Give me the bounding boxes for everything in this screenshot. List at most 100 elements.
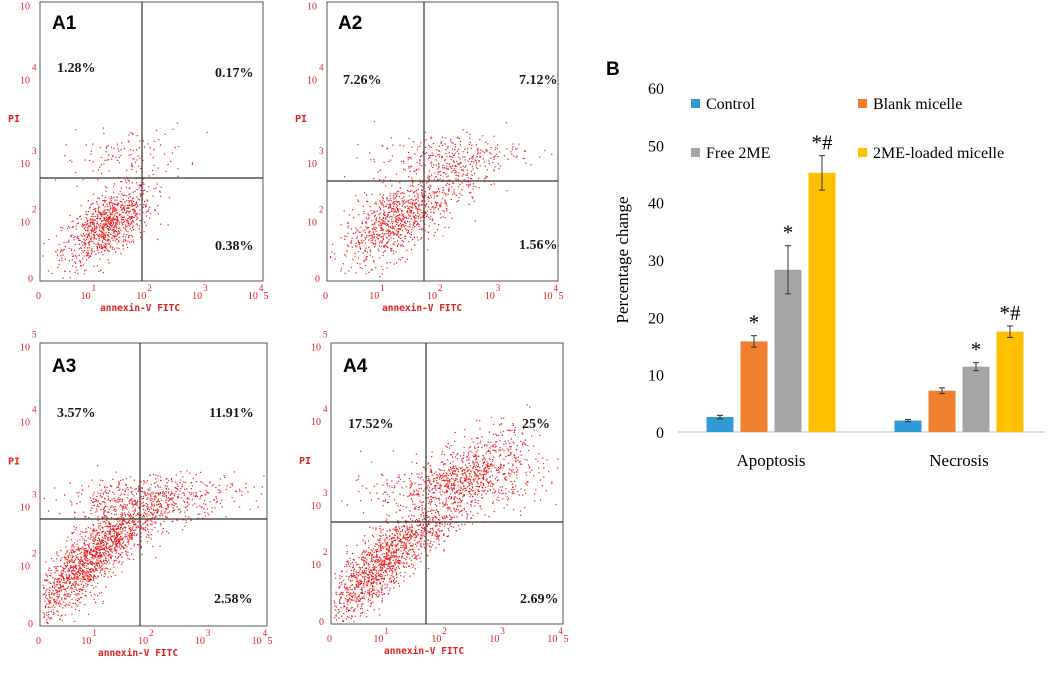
scatter-point bbox=[366, 228, 368, 230]
scatter-point bbox=[350, 607, 352, 609]
scatter-point bbox=[104, 525, 106, 527]
scatter-point bbox=[351, 615, 353, 617]
scatter-point bbox=[387, 568, 389, 570]
scatter-point bbox=[59, 605, 61, 607]
scatter-point bbox=[128, 235, 130, 237]
scatter-point bbox=[78, 598, 80, 600]
scatter-point bbox=[60, 597, 62, 599]
scatter-point bbox=[144, 494, 146, 496]
scatter-point bbox=[382, 199, 384, 201]
flow-panel-a2: A27.26%7.12%1.56%51041031021000101102103… bbox=[295, 1, 564, 314]
scatter-point bbox=[88, 544, 90, 546]
scatter-point bbox=[435, 159, 437, 161]
scatter-point bbox=[90, 203, 92, 205]
scatter-point bbox=[515, 148, 517, 150]
scatter-point bbox=[106, 519, 108, 521]
scatter-point bbox=[96, 534, 98, 536]
scatter-point bbox=[384, 538, 386, 540]
scatter-point bbox=[102, 272, 104, 274]
scatter-point bbox=[71, 226, 73, 229]
scatter-point bbox=[477, 148, 479, 150]
scatter-point bbox=[99, 546, 101, 548]
scatter-point bbox=[74, 542, 76, 544]
scatter-point bbox=[108, 216, 110, 218]
scatter-point bbox=[54, 599, 56, 601]
scatter-point bbox=[398, 549, 400, 551]
scatter-point bbox=[428, 198, 430, 200]
scatter-point bbox=[420, 523, 422, 525]
scatter-point bbox=[389, 566, 391, 568]
x-tick-label: 10 bbox=[542, 291, 552, 302]
scatter-point bbox=[334, 258, 336, 260]
scatter-point bbox=[394, 527, 396, 529]
scatter-point bbox=[385, 558, 387, 561]
scatter-point bbox=[455, 178, 457, 180]
scatter-point bbox=[368, 563, 370, 565]
scatter-point bbox=[131, 198, 133, 200]
scatter-point bbox=[388, 199, 390, 201]
scatter-point bbox=[78, 564, 80, 566]
scatter-point bbox=[525, 162, 527, 164]
scatter-point bbox=[381, 223, 383, 225]
scatter-point bbox=[350, 580, 352, 582]
scatter-point bbox=[126, 169, 128, 171]
scatter-point bbox=[372, 564, 374, 566]
scatter-point bbox=[121, 201, 123, 203]
scatter-point bbox=[106, 146, 108, 148]
scatter-point bbox=[96, 499, 98, 501]
scatter-point bbox=[63, 556, 65, 558]
scatter-point bbox=[72, 220, 74, 222]
scatter-point bbox=[393, 214, 395, 216]
scatter-point bbox=[213, 499, 215, 501]
scatter-point bbox=[74, 511, 76, 513]
scatter-point bbox=[393, 205, 395, 208]
scatter-point bbox=[114, 219, 116, 221]
scatter-point bbox=[135, 514, 137, 517]
scatter-point bbox=[87, 576, 89, 578]
scatter-point bbox=[110, 233, 112, 235]
scatter-point bbox=[131, 538, 133, 540]
scatter-point bbox=[469, 178, 471, 180]
scatter-point bbox=[373, 177, 375, 180]
scatter-point bbox=[61, 575, 64, 578]
scatter-point bbox=[45, 579, 47, 581]
scatter-point bbox=[104, 206, 106, 208]
scatter-point bbox=[91, 221, 93, 223]
scatter-point bbox=[363, 581, 365, 583]
scatter-point bbox=[124, 224, 127, 226]
scatter-point bbox=[350, 618, 352, 620]
scatter-point bbox=[431, 500, 433, 502]
scatter-point bbox=[354, 596, 356, 598]
scatter-point bbox=[65, 574, 67, 576]
scatter-point bbox=[411, 179, 413, 181]
scatter-point bbox=[346, 586, 348, 589]
scatter-point bbox=[372, 534, 374, 536]
scatter-point bbox=[383, 211, 386, 213]
scatter-point bbox=[70, 565, 72, 567]
scatter-point bbox=[425, 203, 427, 206]
scatter-point bbox=[395, 221, 397, 223]
scatter-point bbox=[131, 202, 134, 205]
scatter-point bbox=[492, 162, 494, 164]
scatter-point bbox=[218, 492, 220, 494]
scatter-point bbox=[114, 213, 116, 215]
scatter-point bbox=[365, 573, 367, 575]
scatter-point bbox=[367, 579, 369, 581]
scatter-point bbox=[116, 224, 118, 226]
scatter-point bbox=[132, 239, 134, 241]
scatter-point bbox=[92, 241, 94, 243]
scatter-point bbox=[403, 222, 406, 224]
scatter-point bbox=[46, 622, 49, 624]
scatter-point bbox=[101, 236, 103, 238]
scatter-point bbox=[74, 570, 76, 572]
scatter-point bbox=[102, 501, 104, 503]
scatter-point bbox=[416, 192, 418, 194]
scatter-point bbox=[106, 486, 108, 489]
scatter-point bbox=[90, 552, 92, 554]
scatter-point bbox=[429, 176, 431, 178]
scatter-point bbox=[86, 554, 88, 556]
scatter-point bbox=[152, 195, 154, 197]
scatter-point bbox=[92, 504, 94, 507]
scatter-point bbox=[125, 181, 127, 184]
